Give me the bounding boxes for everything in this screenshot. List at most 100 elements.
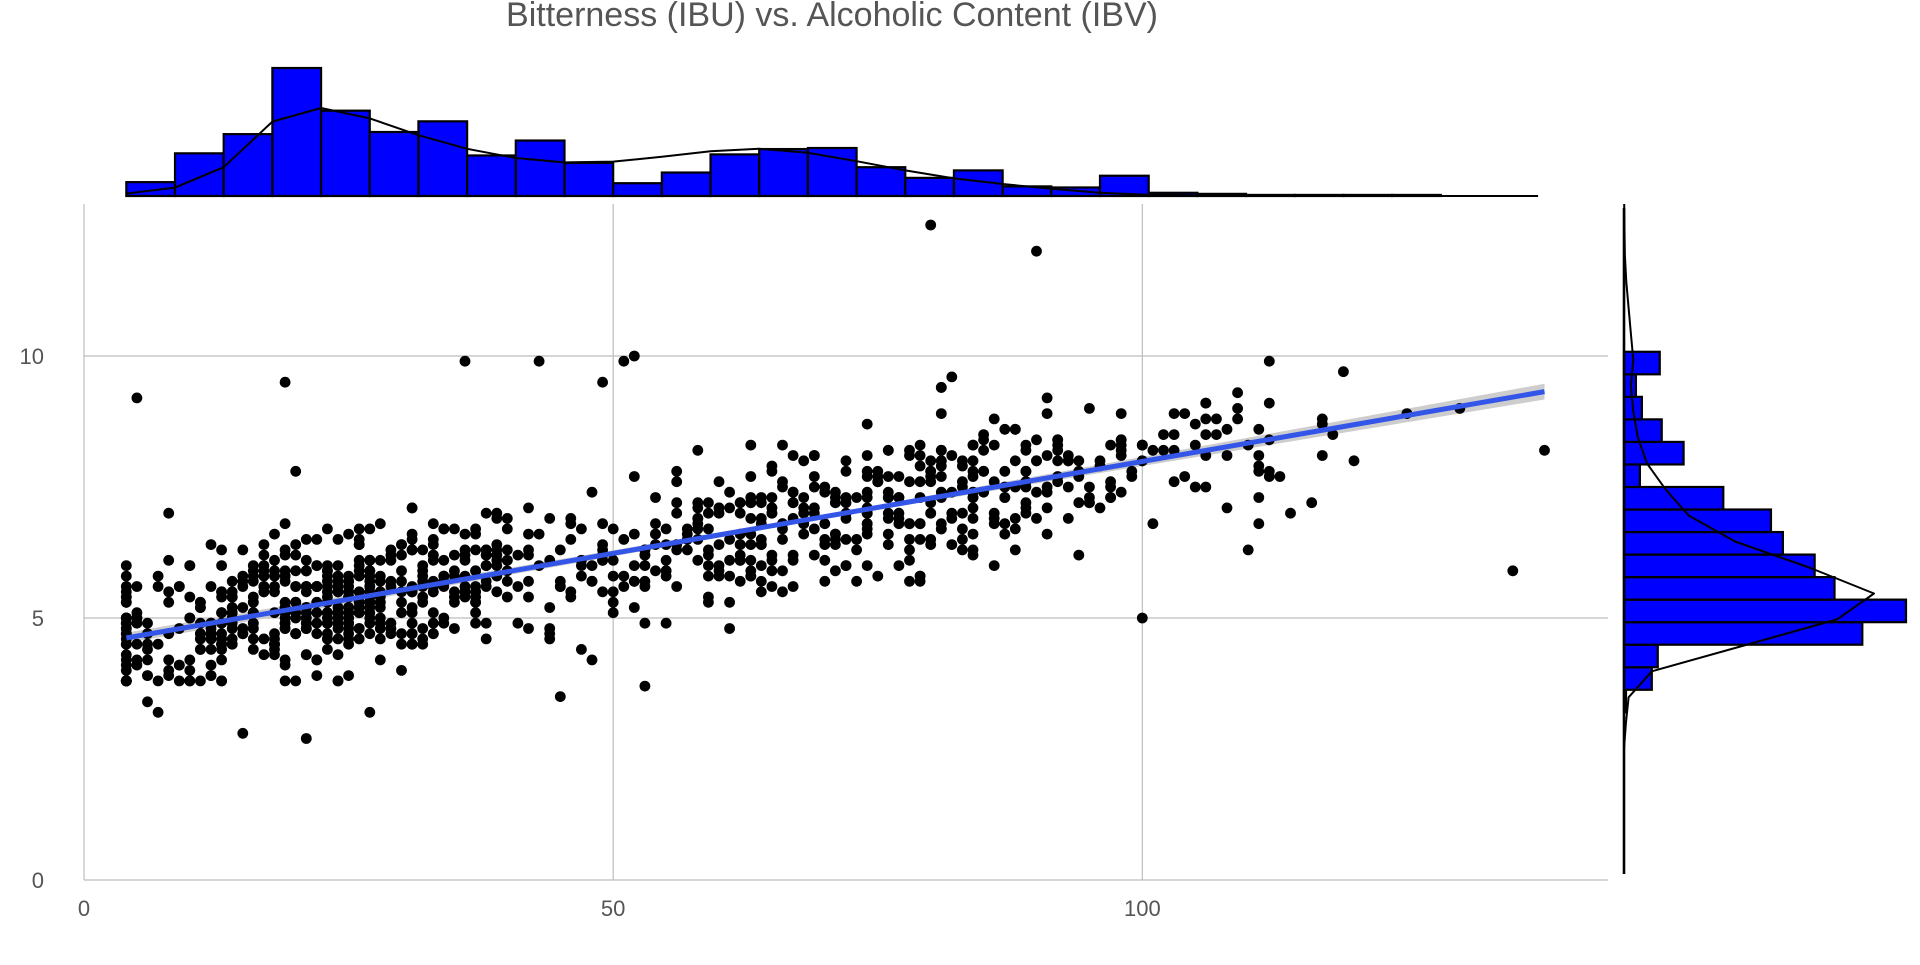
scatter-point <box>131 659 143 671</box>
x-histogram-bar <box>173 152 225 198</box>
scatter-point <box>501 591 513 603</box>
scatter-point <box>745 570 757 582</box>
scatter-point <box>470 617 481 629</box>
scatter-point <box>777 476 788 488</box>
scatter-point <box>364 565 376 577</box>
scatter-point <box>650 565 661 577</box>
scatter-point <box>142 696 153 708</box>
scatter-point <box>787 497 799 509</box>
scatter-point <box>396 549 407 561</box>
scatter-point <box>258 570 270 582</box>
scatter-point <box>840 455 852 467</box>
scatter-point <box>396 539 407 550</box>
scatter-point <box>173 659 185 671</box>
scatter-point <box>755 492 767 503</box>
scatter-point <box>1126 471 1138 482</box>
x-histogram-bar <box>758 147 810 198</box>
scatter-point <box>311 534 323 545</box>
scatter-point <box>755 560 767 571</box>
x-histogram-bar <box>1098 174 1150 198</box>
scatter-point <box>449 623 460 634</box>
scatter-point <box>247 560 259 571</box>
scatter-point <box>470 544 481 556</box>
scatter-point <box>290 581 302 592</box>
scatter-point <box>1200 413 1212 425</box>
scatter-point <box>300 534 312 545</box>
scatter-point <box>787 581 799 592</box>
scatter-point <box>904 476 915 488</box>
scatter-point <box>427 628 439 640</box>
scatter-point <box>311 617 323 629</box>
scatter-point <box>660 617 672 629</box>
scatter-point <box>1041 528 1053 540</box>
scatter-point <box>978 465 989 477</box>
scatter-point <box>364 617 376 629</box>
scatter-point <box>343 617 354 629</box>
scatter-point <box>872 465 884 477</box>
scatter-point <box>607 586 619 598</box>
scatter-point <box>247 633 259 645</box>
scatter-point <box>999 528 1011 540</box>
scatter-point <box>650 528 661 540</box>
scatter-point <box>364 607 376 619</box>
scatter-point <box>1200 481 1212 493</box>
scatter-point <box>618 570 630 582</box>
scatter-point <box>396 665 407 676</box>
scatter-point <box>258 539 270 550</box>
scatter-point <box>967 492 979 503</box>
scatter-point <box>1020 502 1032 514</box>
scatter-point <box>787 549 799 561</box>
scatter-point <box>904 554 915 566</box>
scatter-point <box>1073 497 1085 509</box>
scatter-point <box>777 586 788 598</box>
scatter-point <box>671 581 683 592</box>
scatter-point <box>152 706 164 718</box>
scatter-point <box>131 638 143 650</box>
scatter-point <box>247 596 259 608</box>
scatter-point <box>808 481 820 493</box>
scatter-point <box>1242 544 1254 556</box>
scatter-point <box>1168 408 1180 419</box>
scatter-point <box>893 471 905 482</box>
scatter-point <box>618 355 630 367</box>
scatter-point <box>406 602 418 613</box>
scatter-point <box>946 371 958 383</box>
scatter-point <box>671 497 683 509</box>
scatter-point <box>745 439 757 451</box>
scatter-point <box>1168 429 1180 440</box>
scatter-point <box>120 623 132 634</box>
scatter-point <box>269 628 280 640</box>
scatter-point <box>628 471 640 482</box>
scatter-point <box>332 534 344 545</box>
scatter-point <box>353 523 365 535</box>
scatter-point <box>142 670 153 681</box>
scatter-point <box>322 523 333 535</box>
scatter-point <box>755 534 767 545</box>
scatter-point <box>882 471 894 482</box>
scatter-point <box>427 617 439 629</box>
scatter-point <box>618 534 630 545</box>
scatter-point <box>745 471 757 482</box>
scatter-point <box>766 465 778 477</box>
scatter-point <box>1062 513 1074 524</box>
scatter-point <box>967 465 979 477</box>
scatter-point <box>142 644 153 655</box>
scatter-point <box>501 575 513 587</box>
scatter-point <box>396 607 407 619</box>
scatter-point <box>364 706 376 718</box>
scatter-point <box>967 528 979 540</box>
scatter-point <box>364 581 376 592</box>
scatter-point <box>120 581 132 592</box>
scatter-point <box>279 376 291 388</box>
scatter-point <box>755 575 767 587</box>
scatter-point <box>353 570 365 582</box>
scatter-point <box>861 465 873 477</box>
scatter-point <box>216 654 228 666</box>
scatter-point <box>925 455 937 467</box>
scatter-point <box>628 350 640 362</box>
scatter-point <box>374 633 386 645</box>
x-histogram-bar <box>612 182 663 198</box>
scatter-point <box>904 518 915 530</box>
scatter-point <box>523 591 534 603</box>
scatter-point <box>226 575 238 587</box>
